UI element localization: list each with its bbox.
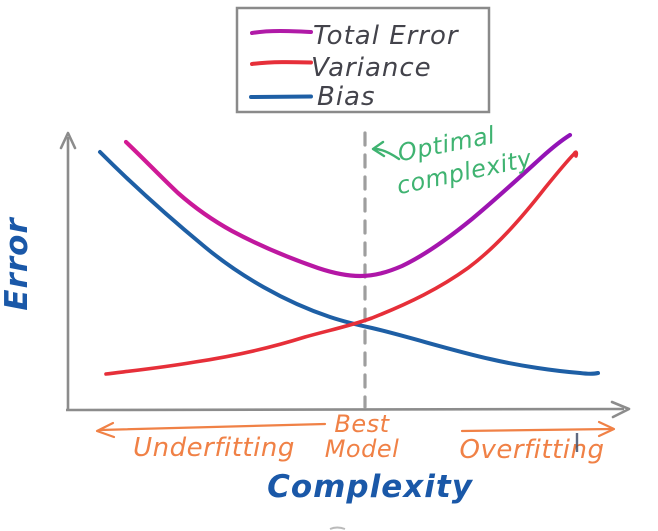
underfitting-arrow-head-icon	[95, 421, 116, 439]
optimal-arrow-shaft	[373, 147, 401, 161]
legend-item-total-error: Total Error	[250, 21, 460, 51]
region-annotations: Underfitting Best Model Overfitting	[95, 410, 616, 465]
legend-label-variance: Variance	[311, 53, 432, 83]
underfitting-label: Underfitting	[133, 433, 295, 463]
legend-box	[235, 6, 491, 114]
underfitting-annotation: Underfitting	[95, 421, 327, 463]
bias-curve	[98, 150, 600, 376]
legend-item-variance: Variance	[250, 53, 432, 83]
optimal-arrow-head-icon	[371, 140, 386, 158]
underfitting-arrow-shaft	[98, 422, 327, 432]
total-error-swatch	[250, 29, 313, 35]
best-model-annotation: Best Model	[325, 410, 400, 463]
legend: Total Error Variance Bias	[235, 6, 491, 114]
variance-curve	[104, 150, 579, 376]
legend-item-bias: Bias	[249, 82, 376, 112]
x-axis-label: Complexity	[267, 469, 474, 505]
overfitting-arrow-head-icon	[597, 420, 616, 438]
x-axis-line	[65, 407, 625, 412]
variance-swatch	[250, 60, 313, 66]
curves	[98, 132, 600, 376]
y-axis-label: Error	[0, 217, 35, 311]
bias-swatch	[249, 94, 313, 99]
y-axis-arrow-icon	[59, 131, 77, 150]
overfitting-arrow-shaft	[460, 427, 614, 433]
legend-label-bias: Bias	[317, 82, 376, 112]
x-axis-arrow-icon	[610, 400, 631, 419]
cropped-stroke-artifact	[329, 526, 346, 530]
best-model-label-line1: Best	[334, 410, 390, 438]
best-model-label-line2: Model	[325, 435, 400, 463]
legend-label-total-error: Total Error	[313, 21, 460, 51]
axes	[59, 131, 631, 419]
overfitting-label: Overfitting	[459, 435, 604, 465]
overfitting-annotation: Overfitting	[459, 420, 616, 465]
total-error-curve	[123, 132, 573, 279]
